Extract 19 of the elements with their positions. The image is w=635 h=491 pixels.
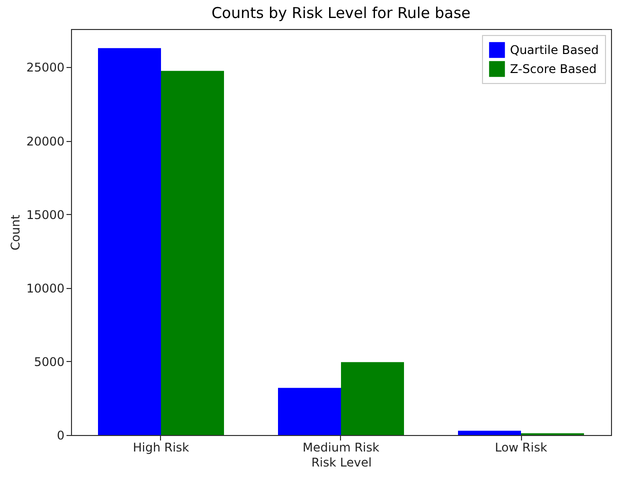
bar: [98, 48, 161, 435]
y-tick-label: 10000: [26, 281, 64, 296]
y-tick-label: 5000: [34, 354, 64, 369]
bar: [341, 362, 404, 435]
x-axis-title: Risk Level: [311, 456, 372, 470]
bar: [278, 388, 341, 435]
y-axis-title: Count: [8, 214, 22, 250]
x-tick-label: Low Risk: [494, 440, 548, 454]
y-tick-label: 0: [56, 428, 64, 442]
bar: [161, 70, 224, 435]
legend-label: Quartile Based: [510, 43, 599, 57]
legend-label: Z-Score Based: [510, 62, 597, 76]
chart-title: Counts by Risk Level for Rule base: [211, 4, 471, 22]
y-tick-label: 15000: [26, 208, 64, 222]
x-tick-label: Medium Risk: [302, 440, 380, 454]
x-tick-label: High Risk: [132, 440, 190, 454]
y-tick-label: 20000: [26, 134, 64, 148]
bar: [458, 430, 521, 435]
y-tick-label: 25000: [26, 60, 64, 75]
